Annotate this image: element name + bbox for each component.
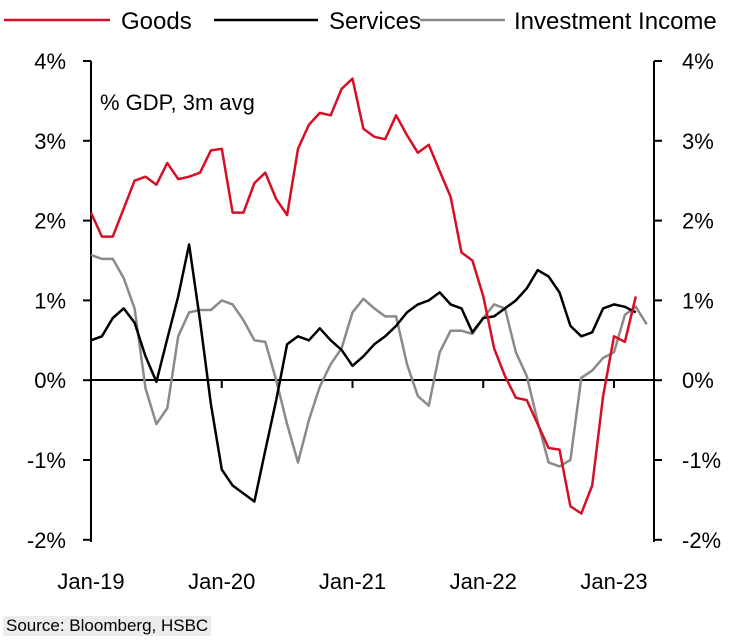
y-ticks: 4% 4% 3% 3% 2% 2% 1% 1% 0% 0% -1% -1% -2% -2% bbox=[27, 49, 721, 553]
legend-label-goods: Goods bbox=[121, 8, 192, 35]
x-tick-label: Jan-20 bbox=[188, 569, 255, 594]
legend: Goods Services Investment Income bbox=[4, 8, 717, 35]
y-tick-label-right: 3% bbox=[682, 129, 714, 154]
y-tick-label-left: 1% bbox=[34, 288, 66, 313]
x-tick-label: Jan-21 bbox=[319, 569, 386, 594]
legend-label-investment-income: Investment Income bbox=[514, 8, 717, 35]
chart-annotation: % GDP, 3m avg bbox=[100, 90, 255, 115]
y-tick-label-right: -1% bbox=[682, 448, 721, 473]
series-lines bbox=[89, 77, 648, 515]
legend-label-services: Services bbox=[329, 8, 421, 35]
y-tick-label-right: -2% bbox=[682, 528, 721, 553]
x-ticks: Jan-19 Jan-20 Jan-21 Jan-22 Jan-23 bbox=[57, 380, 648, 594]
source-note: Source: Bloomberg, HSBC bbox=[3, 616, 212, 636]
series-line-investment-income bbox=[90, 253, 648, 468]
y-tick-label-left: 2% bbox=[34, 209, 66, 234]
y-tick-label-right: 4% bbox=[682, 49, 714, 74]
x-tick-label: Jan-19 bbox=[57, 569, 124, 594]
y-tick-label-left: -2% bbox=[27, 528, 66, 553]
y-tick-label-left: 0% bbox=[34, 368, 66, 393]
series-line-goods bbox=[89, 77, 638, 515]
x-tick-label: Jan-23 bbox=[580, 569, 647, 594]
y-tick-label-left: 4% bbox=[34, 49, 66, 74]
x-tick-label: Jan-22 bbox=[450, 569, 517, 594]
y-tick-label-left: 3% bbox=[34, 129, 66, 154]
y-tick-label-right: 0% bbox=[682, 368, 714, 393]
y-tick-label-right: 1% bbox=[682, 288, 714, 313]
y-tick-label-right: 2% bbox=[682, 209, 714, 234]
y-tick-label-left: -1% bbox=[27, 448, 66, 473]
series-line-services bbox=[90, 243, 637, 503]
